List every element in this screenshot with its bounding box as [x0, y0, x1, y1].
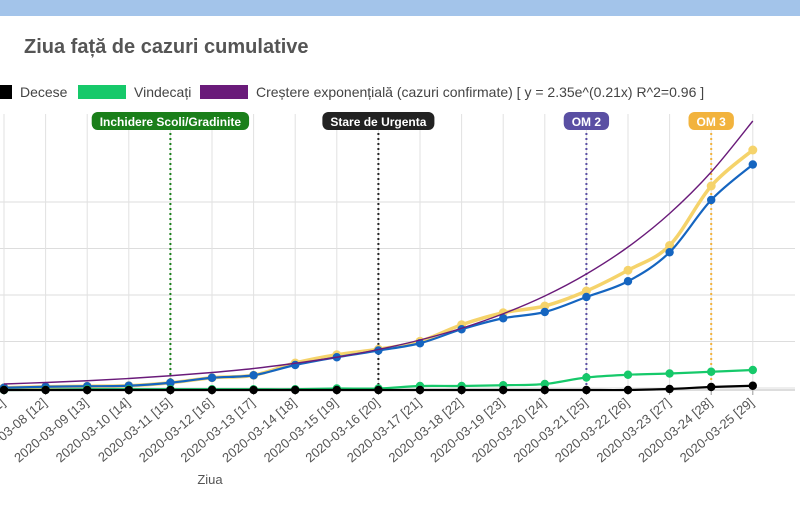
legend-swatch-crestere [200, 85, 248, 99]
series-point-deaths [332, 385, 341, 395]
annotation-label: OM 2 [572, 115, 602, 129]
series-point-confirmed [582, 292, 591, 302]
x-tick-label: 2020-03-22 [26] [552, 395, 632, 465]
series-point-deaths [83, 385, 92, 395]
x-tick-label: 2020-03-23 [27] [594, 395, 674, 465]
x-tick-label: 2020-03-15 [19] [261, 395, 341, 465]
chart-title: Ziua față de cazuri cumulative [24, 36, 309, 58]
series-point-confirmed-alt [623, 265, 633, 275]
series-point-confirmed-alt [748, 145, 758, 155]
x-tick-label: 2020-03-13 [17] [178, 395, 258, 465]
series-point-confirmed-alt [665, 241, 675, 250]
annotation-label: OM 3 [697, 115, 727, 129]
legend-label-crestere: Creștere exponențială (cazuri confirmate… [256, 84, 705, 100]
legend-item-vindecati[interactable]: Vindecați [78, 84, 191, 100]
series-point-confirmed-alt [706, 181, 716, 191]
legend-swatch-decese [0, 85, 12, 99]
chart-legend: Decese Vindecați Creștere exponențială (… [0, 84, 800, 104]
series-point-confirmed [665, 248, 674, 257]
x-tick-label: 2020-03-10 [14] [53, 395, 133, 465]
series-point-confirmed-alt [581, 286, 591, 296]
series-point-recovered [707, 367, 716, 376]
series-point-deaths [623, 385, 633, 395]
x-axis-label: Ziua [197, 472, 223, 487]
annotation-badge [91, 112, 250, 130]
series-point-deaths [207, 385, 217, 395]
series-point-deaths [457, 385, 466, 395]
series-point-deaths [374, 385, 383, 395]
x-tick-label: 2020-03-20 [24] [469, 395, 549, 465]
series-point-deaths [707, 382, 716, 392]
legend-item-crestere[interactable]: Creștere exponențială (cazuri confirmate… [200, 84, 704, 100]
top-accent-bar [0, 0, 800, 16]
x-tick-label: 2020-03-17 [21] [344, 395, 424, 465]
series-point-deaths [748, 381, 757, 390]
x-tick-label: 2020-03-09 [13] [11, 395, 91, 465]
x-tick-label: 2020-03-25 [29] [677, 395, 757, 465]
series-point-recovered [540, 379, 549, 389]
annotation-label: Stare de Urgenta [330, 115, 426, 129]
x-tick-label: 2020-03-19 [23] [427, 395, 507, 465]
series-point-recovered [623, 370, 633, 379]
series-point-confirmed [623, 277, 633, 286]
series-point-confirmed [540, 307, 549, 317]
legend-item-decese[interactable]: Decese [0, 84, 67, 100]
annotation-label: Inchidere Scoli/Gradinite [100, 115, 242, 129]
x-tick-label: 2020-03-21 [25] [510, 395, 590, 465]
series-point-confirmed [748, 160, 757, 169]
x-tick-label: 2020-03-24 [28] [635, 395, 715, 465]
series-point-recovered [665, 369, 674, 378]
legend-label-vindecati: Vindecați [134, 84, 192, 100]
series-point-confirmed [707, 195, 716, 205]
x-tick-label: 2020-03-11 [15] [95, 395, 174, 465]
series-point-deaths [249, 385, 258, 395]
series-point-deaths [0, 385, 9, 395]
series-point-deaths [415, 385, 425, 395]
series-point-deaths [499, 385, 508, 395]
x-tick-label: 2020-03-16 [20] [302, 395, 382, 465]
series-point-confirmed [291, 360, 300, 370]
series-point-deaths [540, 385, 549, 395]
x-tick-label: 2020-03-14 [18] [219, 395, 299, 465]
legend-label-decese: Decese [20, 84, 68, 100]
series-point-deaths [291, 385, 300, 395]
series-point-deaths [665, 384, 674, 394]
series-point-deaths [124, 385, 133, 395]
x-tick-label: 2020-03-12 [16] [136, 395, 216, 465]
x-tick-label: 2020-03-18 [22] [386, 395, 466, 465]
series-line-exponential-fit [3, 120, 754, 385]
series-point-deaths [582, 385, 591, 395]
series-point-confirmed [499, 314, 508, 323]
annotation-badge [688, 112, 734, 130]
series-point-confirmed [166, 378, 175, 387]
series-point-deaths [41, 385, 50, 395]
series-point-recovered [748, 365, 757, 375]
annotation-badge [563, 112, 610, 130]
series-point-confirmed [207, 373, 217, 382]
annotation-badge [322, 112, 435, 130]
series-point-recovered [582, 373, 591, 382]
series-point-confirmed [249, 371, 258, 380]
legend-swatch-vindecati [78, 85, 126, 99]
series-point-confirmed-alt [540, 301, 550, 311]
series-point-deaths [166, 385, 175, 395]
